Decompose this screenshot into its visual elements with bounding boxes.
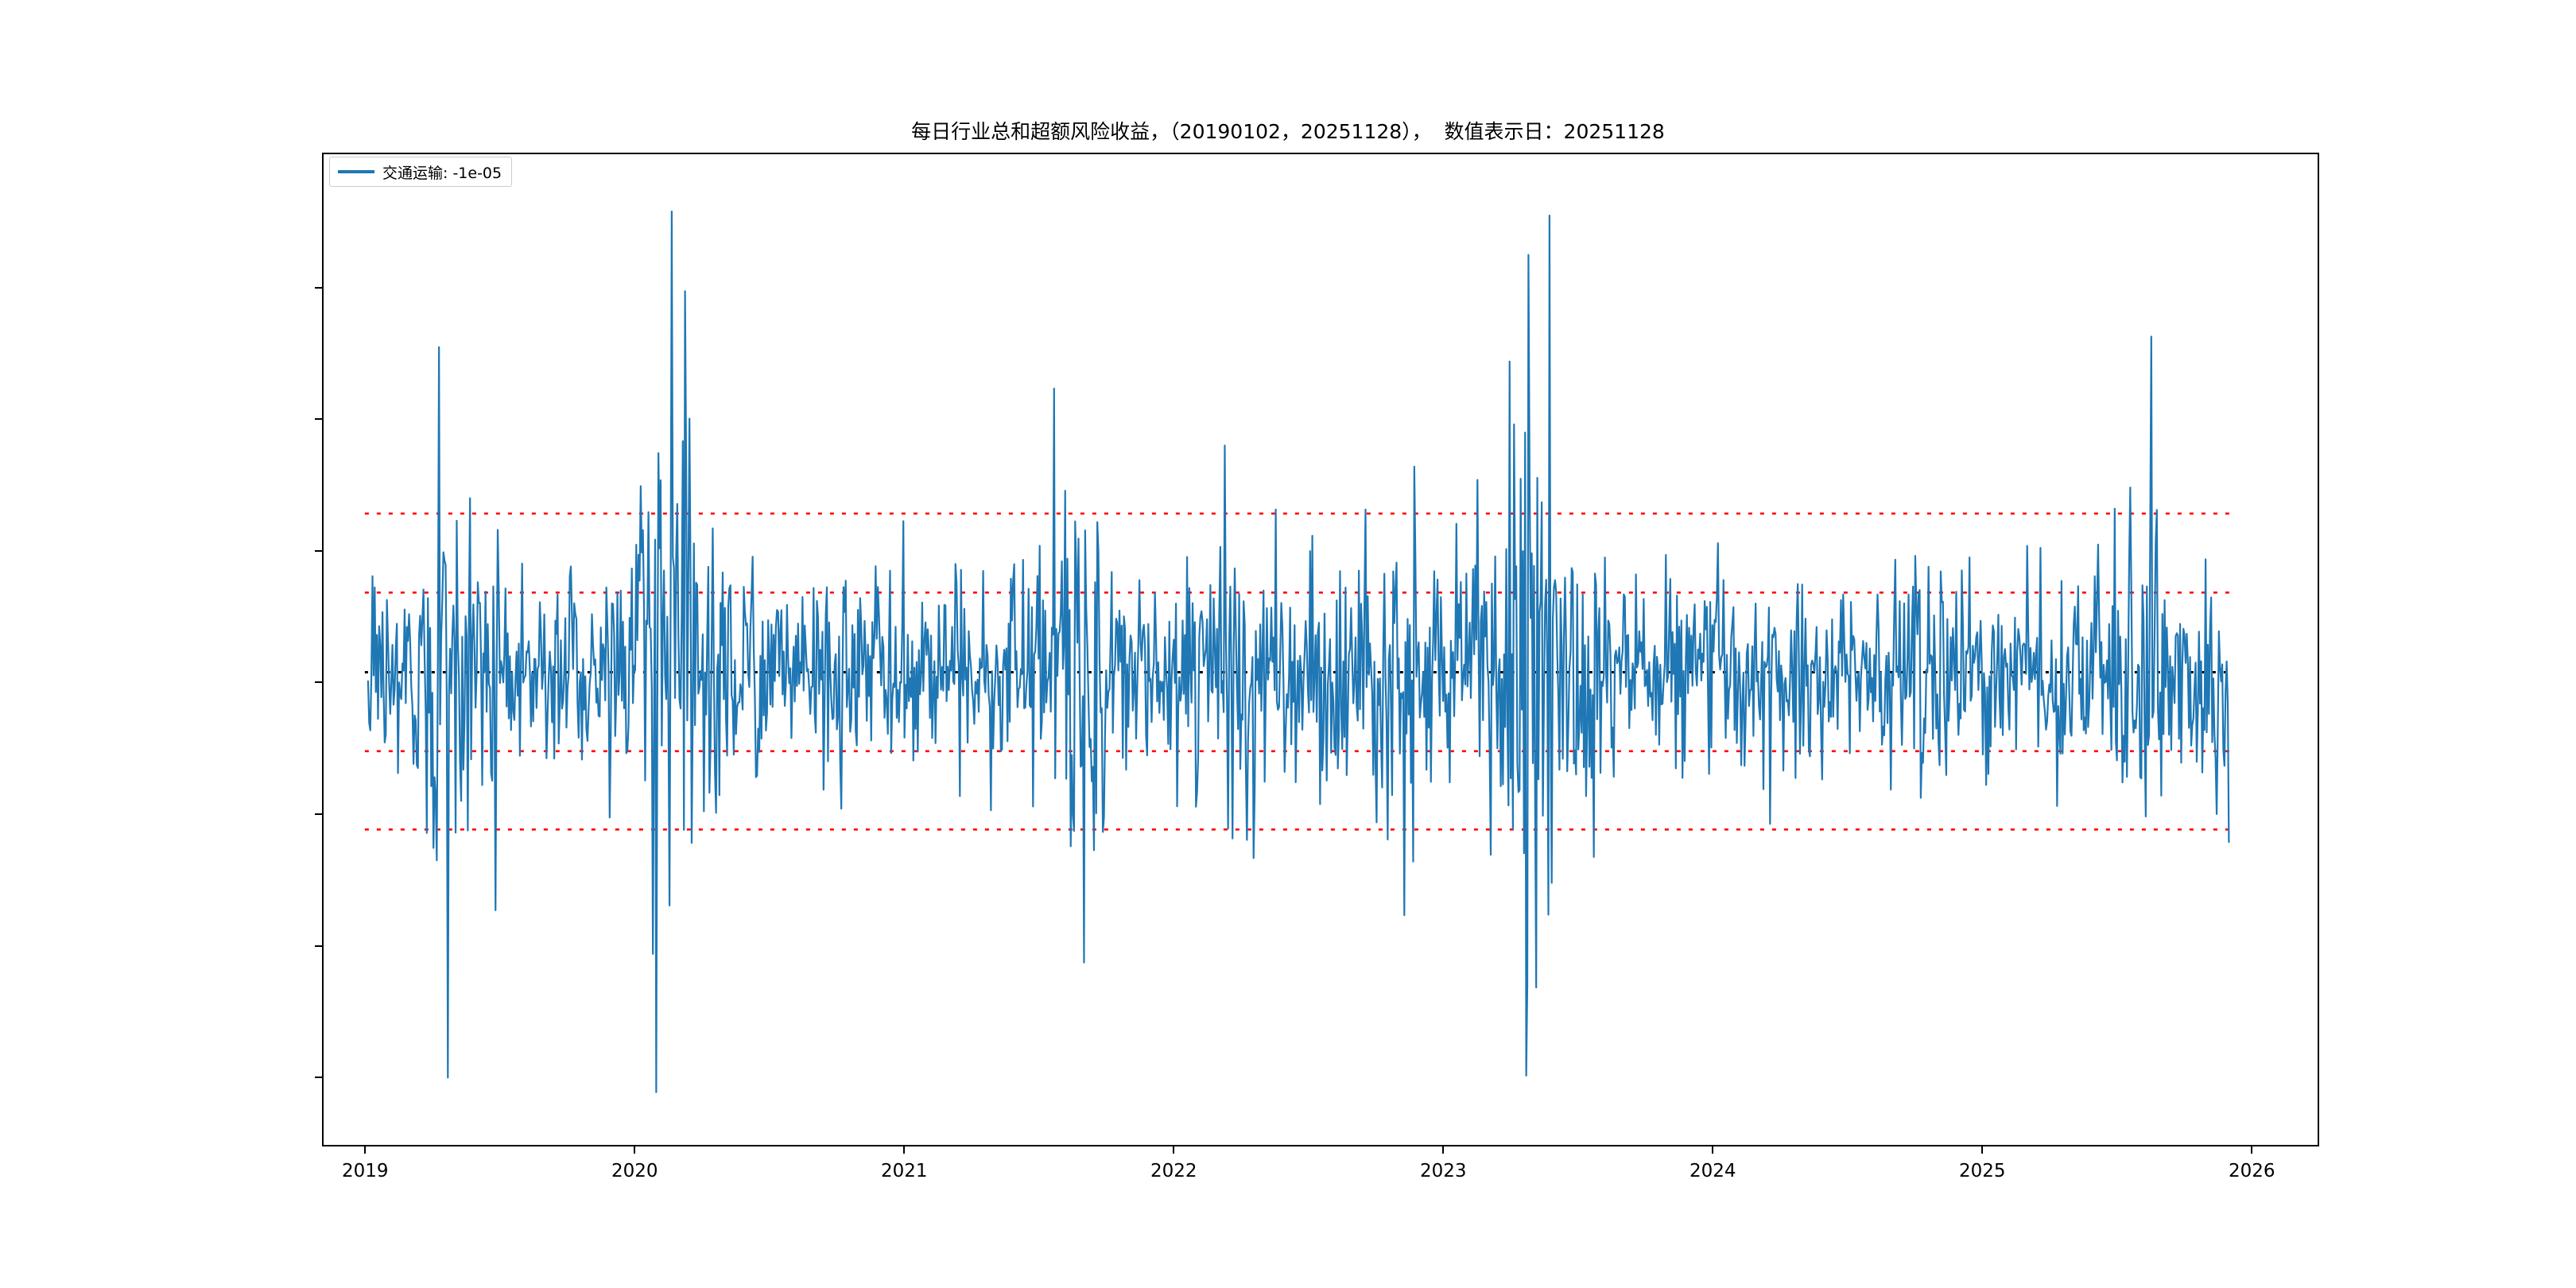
x-tick-mark: [1173, 1146, 1175, 1154]
plot-area: [322, 153, 2319, 1146]
x-tick-label: 2019: [341, 1161, 389, 1181]
x-tick-label: 2025: [1958, 1161, 2006, 1181]
y-tick-mark: [315, 286, 322, 289]
y-tick-mark: [315, 1077, 322, 1079]
y-tick-mark: [315, 418, 322, 421]
x-tick-label: 2021: [880, 1161, 928, 1181]
x-tick-label: 2024: [1689, 1161, 1736, 1181]
y-tick-mark: [315, 681, 322, 684]
series-line-jiaotongyunshu: [367, 210, 2230, 1093]
y-tick-mark: [315, 549, 322, 552]
x-tick-label: 2022: [1150, 1161, 1197, 1181]
x-tick-mark: [1981, 1146, 1984, 1154]
x-tick-mark: [2251, 1146, 2253, 1154]
legend: 交通运输: -1e-05: [329, 157, 513, 187]
x-tick-label: 2026: [2228, 1161, 2275, 1181]
x-tick-label: 2023: [1419, 1161, 1467, 1181]
legend-line-swatch: [338, 170, 374, 173]
legend-label: 交通运输: -1e-05: [382, 164, 502, 182]
x-tick-mark: [364, 1146, 367, 1154]
x-tick-mark: [634, 1146, 636, 1154]
y-tick-mark: [315, 945, 322, 947]
x-tick-mark: [903, 1146, 906, 1154]
y-tick-mark: [315, 813, 322, 815]
x-tick-mark: [1442, 1146, 1445, 1154]
plot-svg: [364, 210, 2233, 1093]
x-tick-label: 2020: [611, 1161, 658, 1181]
chart-title: 每日行业总和超额风险收益，（20190102，20251128）， 数值表示日：…: [911, 120, 1665, 143]
x-tick-mark: [1712, 1146, 1714, 1154]
